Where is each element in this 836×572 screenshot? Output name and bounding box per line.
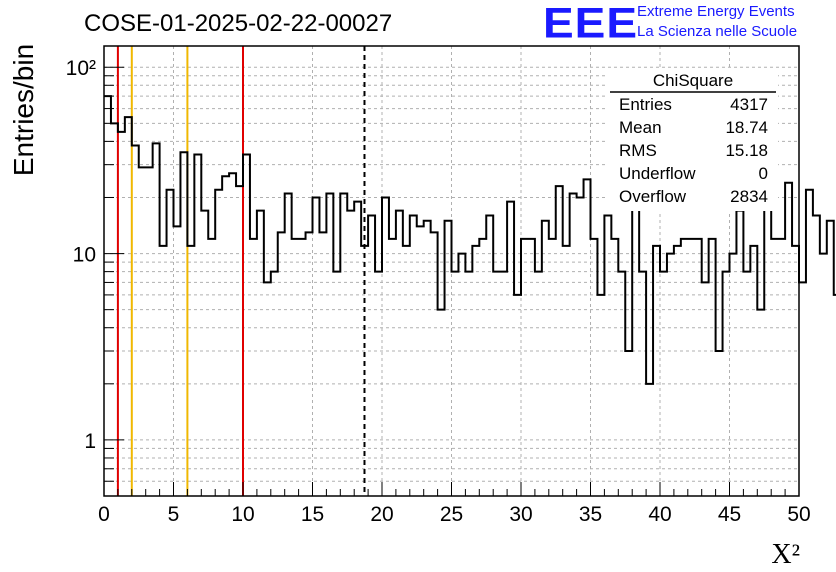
- x-axis-ticks: 0 5 10 15 20 25 30 35 40 45 50: [98, 482, 811, 526]
- stats-box-title: ChiSquare: [653, 71, 733, 90]
- eee-logo: EEE: [543, 0, 639, 47]
- stats-value: 0: [759, 164, 768, 183]
- x-tick-label: 30: [509, 503, 532, 526]
- stats-label: Entries: [619, 95, 672, 114]
- stats-label: Mean: [619, 118, 662, 137]
- x-tick-label: 45: [718, 503, 741, 526]
- x-tick-label: 25: [440, 503, 463, 526]
- x-tick-label: 35: [579, 503, 602, 526]
- x-tick-label: 5: [168, 503, 180, 526]
- y-axis-label: Entries/bin: [8, 44, 39, 176]
- marker-lines: [116, 46, 366, 496]
- logo-line-1: Extreme Energy Events: [637, 3, 795, 20]
- stats-label: Underflow: [619, 164, 696, 183]
- stats-value: 4317: [730, 95, 768, 114]
- x-tick-label: 10: [231, 503, 254, 526]
- logo-line-2: La Scienza nelle Scuole: [637, 23, 798, 40]
- x-tick-label: 50: [787, 503, 810, 526]
- stats-value: 15.18: [725, 141, 768, 160]
- x-tick-label: 0: [98, 503, 110, 526]
- histogram-line: [104, 95, 836, 385]
- stats-label: Overflow: [619, 187, 687, 206]
- y-tick-label: 10²: [66, 57, 96, 80]
- x-tick-label: 20: [370, 503, 393, 526]
- grid-lines: [104, 46, 799, 496]
- y-tick-label: 10: [73, 244, 96, 267]
- stats-value: 18.74: [725, 118, 768, 137]
- x-tick-label: 40: [648, 503, 671, 526]
- y-axis-ticks: 1 10 10²: [66, 57, 124, 497]
- stats-label: RMS: [619, 141, 657, 160]
- x-axis-label: X²: [771, 539, 800, 570]
- y-tick-label: 1: [84, 430, 96, 453]
- stats-value: 2834: [730, 187, 768, 206]
- x-tick-label: 15: [301, 503, 324, 526]
- stats-box: ChiSquare Entries 4317 Mean 18.74 RMS 15.18 Un…: [608, 68, 778, 211]
- stats-rows: Entries 4317 Mean 18.74 RMS 15.18 Underflow 0 Ov…: [619, 95, 768, 206]
- run-title: COSE-01-2025-02-22-00027: [84, 10, 393, 37]
